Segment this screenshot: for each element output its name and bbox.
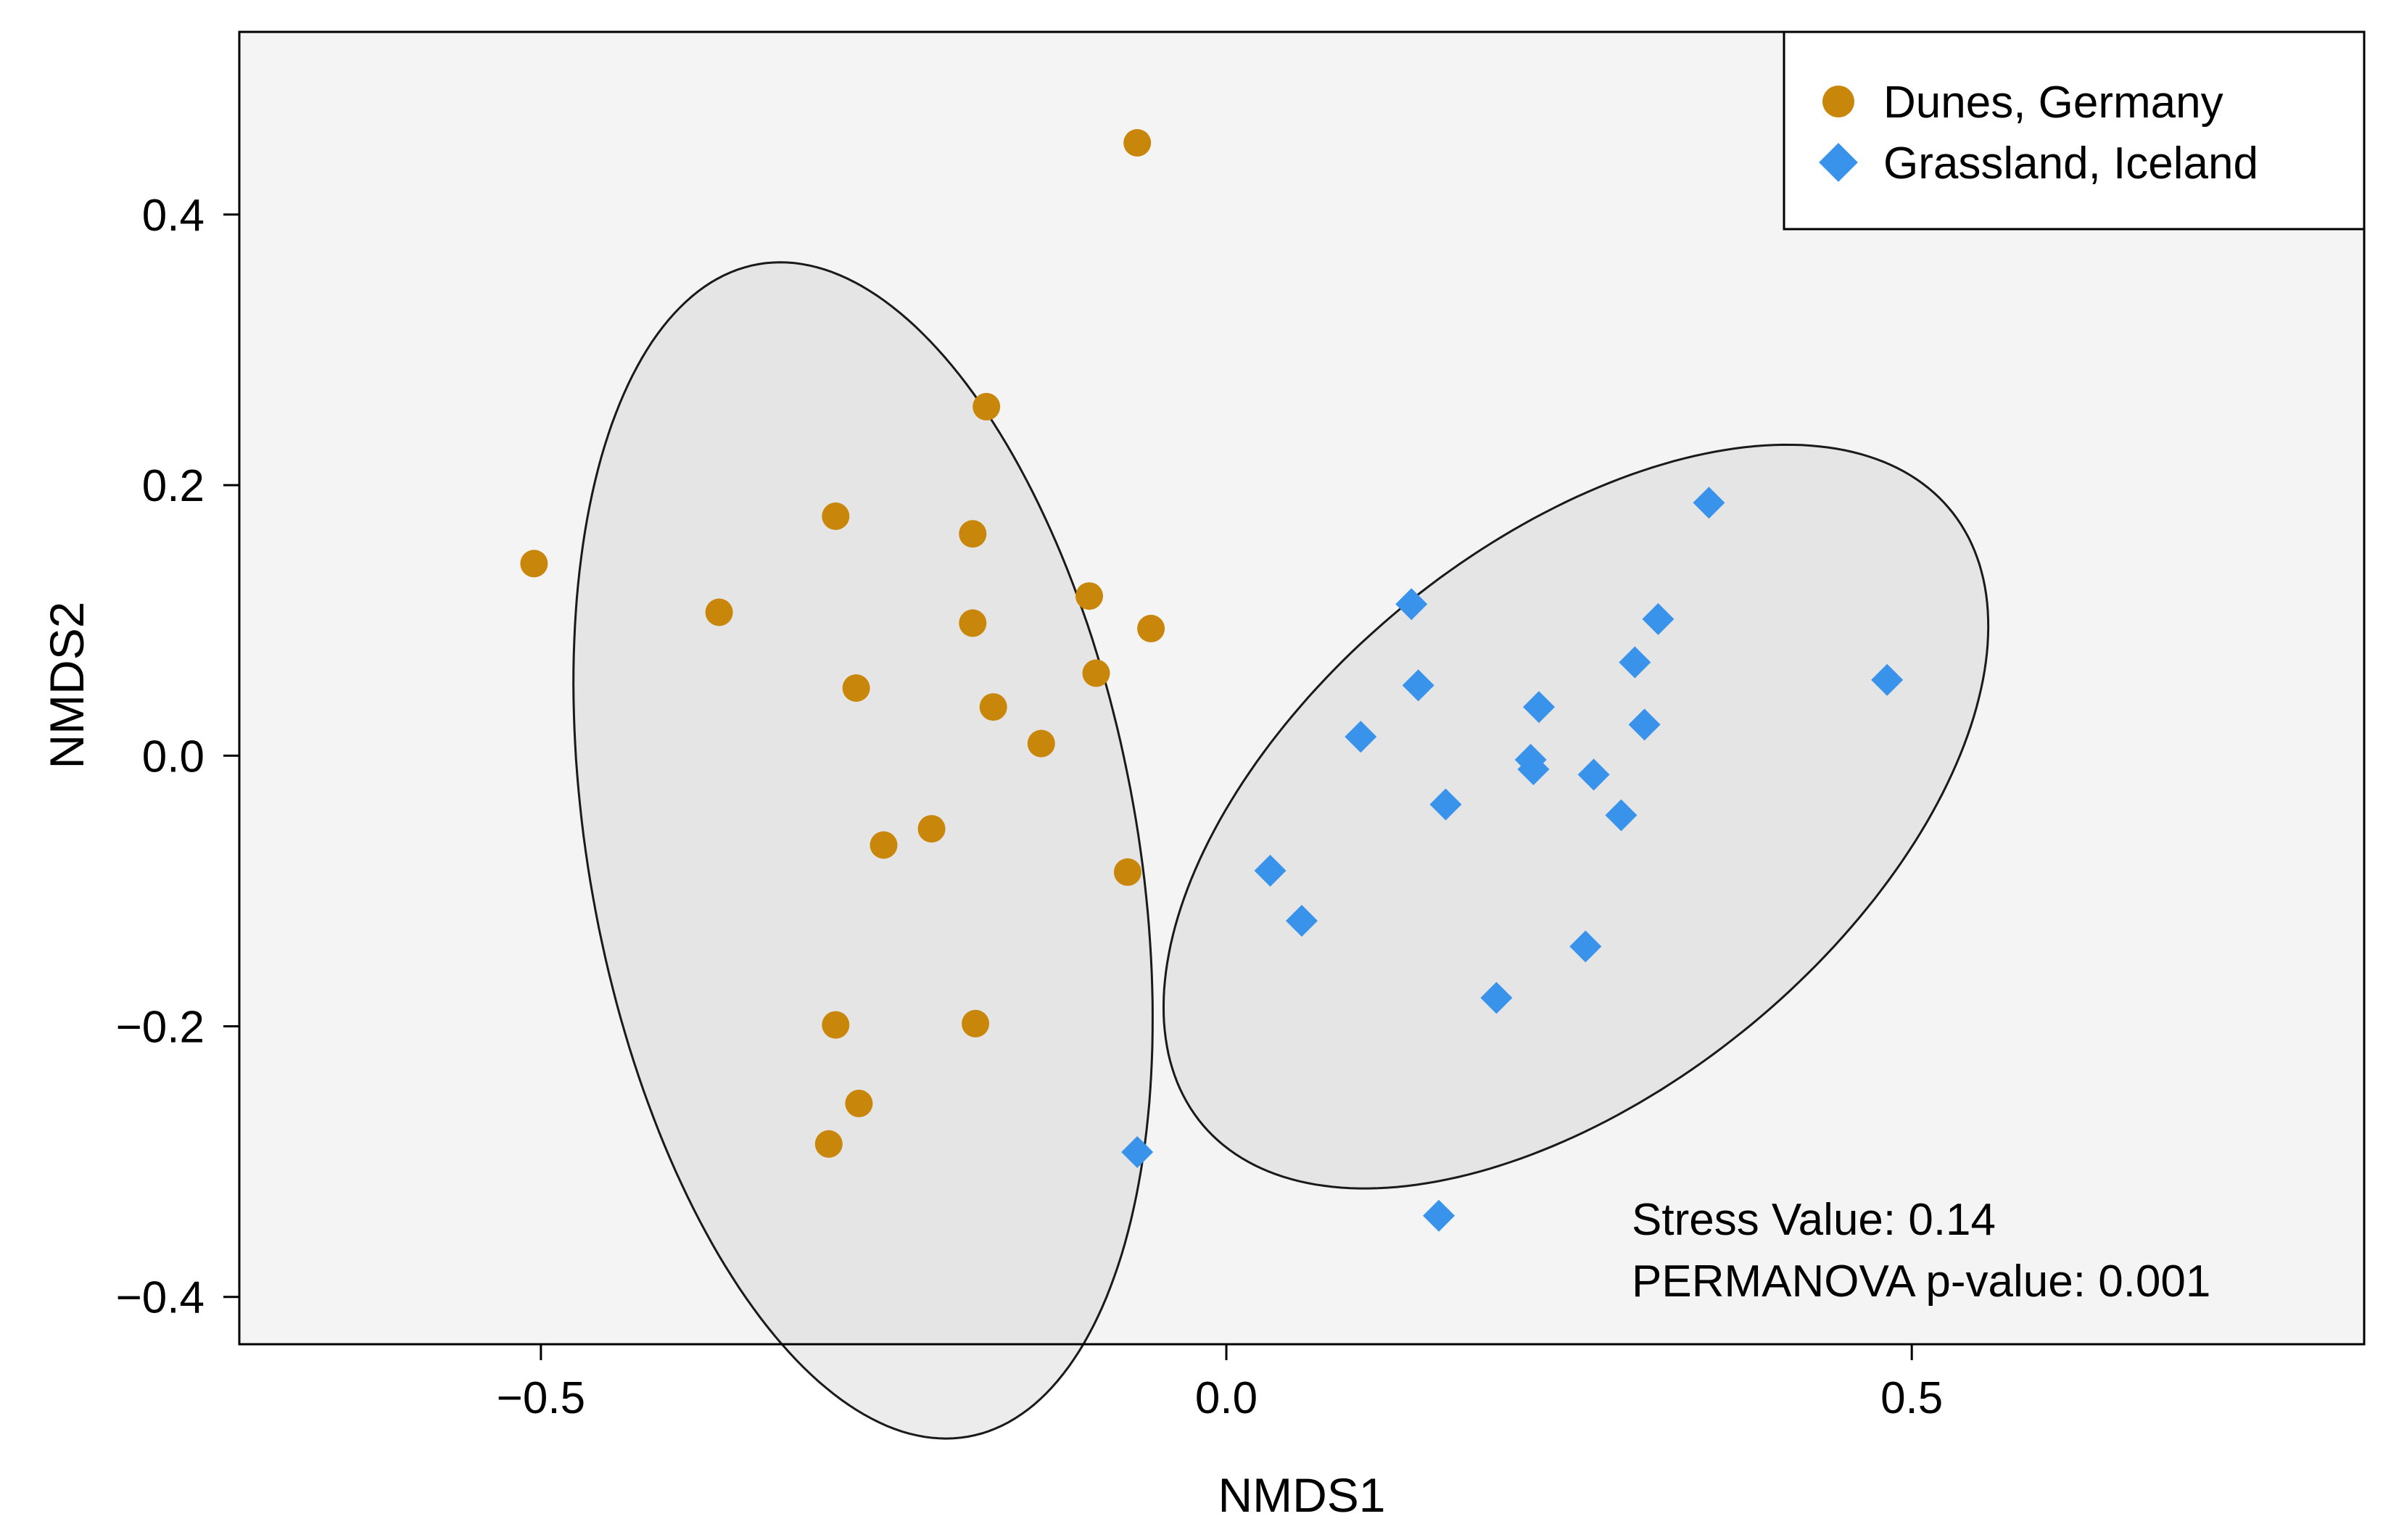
point-grassland-17: [1480, 982, 1513, 1014]
legend: Dunes, Germany Grassland, Iceland: [1783, 30, 2366, 231]
point-grassland-7: [1345, 721, 1377, 753]
point-grassland-14: [1254, 854, 1287, 887]
point-grassland-8: [1628, 708, 1661, 741]
point-grassland-10: [1517, 753, 1550, 785]
x-axis-title: NMDS1: [1218, 1468, 1385, 1522]
point-dunes-5: [1075, 582, 1103, 610]
point-dunes-19: [814, 1130, 843, 1158]
x-axis: −0.5 0.0 0.5: [497, 1344, 1943, 1423]
confidence-ellipse-grassland: [1162, 443, 1990, 1190]
point-grassland-12: [1429, 788, 1462, 821]
point-dunes-0: [1123, 129, 1152, 157]
point-dunes-7: [959, 609, 987, 637]
point-grassland-4: [1619, 646, 1651, 679]
point-grassland-1: [1395, 588, 1428, 621]
legend-marker-dunes: [1822, 86, 1854, 117]
point-dunes-10: [842, 674, 870, 702]
point-dunes-18: [845, 1089, 873, 1117]
y-tick-label-4: 0.4: [142, 191, 205, 241]
point-dunes-17: [962, 1009, 990, 1038]
point-dunes-4: [520, 550, 548, 578]
ellipses-layer: [572, 261, 1990, 1440]
points-layer: [520, 129, 1904, 1232]
point-dunes-2: [822, 502, 850, 530]
point-dunes-15: [1113, 858, 1141, 886]
point-grassland-15: [1286, 904, 1318, 937]
point-grassland-19: [1423, 1199, 1455, 1232]
point-grassland-18: [1121, 1136, 1154, 1169]
x-tick-label-1: 0.0: [1195, 1373, 1258, 1423]
point-grassland-11: [1577, 758, 1610, 791]
y-tick-label-3: 0.2: [142, 461, 205, 511]
y-tick-label-1: −0.2: [116, 1002, 205, 1052]
point-grassland-6: [1523, 691, 1556, 724]
plot-panel: [239, 32, 2364, 1344]
point-grassland-16: [1569, 930, 1602, 963]
point-dunes-12: [1027, 729, 1055, 758]
plot-border: [238, 30, 2366, 1346]
y-tick-label-0: −0.4: [116, 1273, 205, 1323]
point-dunes-6: [705, 598, 733, 626]
legend-label-grassland: Grassland, Iceland: [1883, 138, 2258, 189]
point-grassland-3: [1871, 663, 1904, 696]
x-tick-label-0: −0.5: [497, 1373, 585, 1423]
y-axis-title: NMDS2: [40, 601, 94, 769]
y-tick-label-2: 0.0: [142, 732, 205, 782]
point-dunes-13: [870, 831, 898, 859]
point-dunes-3: [959, 520, 987, 548]
point-dunes-14: [917, 815, 946, 843]
permanova-annotation: PERMANOVA p-value: 0.001: [1632, 1257, 2210, 1307]
point-dunes-8: [1137, 614, 1165, 642]
point-dunes-16: [822, 1011, 850, 1039]
legend-label-dunes: Dunes, Germany: [1883, 78, 2223, 128]
confidence-ellipse-dunes: [572, 261, 1154, 1440]
point-dunes-9: [1082, 659, 1110, 687]
point-grassland-13: [1605, 799, 1638, 832]
legend-box: [1783, 30, 2366, 231]
y-axis: −0.4 −0.2 0.0 0.2 0.4: [116, 191, 239, 1323]
x-tick-label-2: 0.5: [1880, 1373, 1943, 1423]
stress-value-annotation: Stress Value: 0.14: [1632, 1195, 1996, 1245]
point-grassland-5: [1402, 669, 1434, 702]
point-dunes-11: [979, 693, 1007, 721]
point-grassland-0: [1693, 487, 1725, 519]
point-dunes-1: [972, 392, 1001, 421]
point-grassland-2: [1642, 603, 1674, 635]
